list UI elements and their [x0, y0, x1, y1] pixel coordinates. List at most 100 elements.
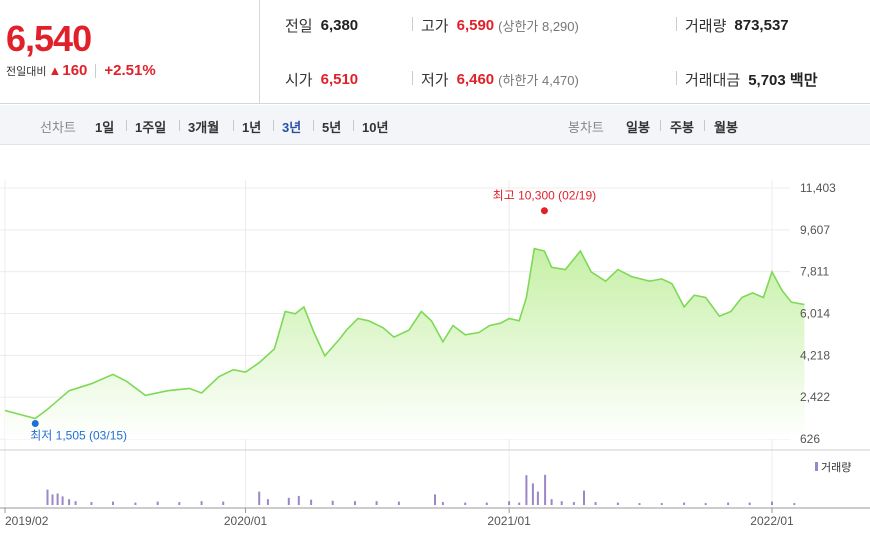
- volume-bar: [156, 501, 159, 505]
- period-1w[interactable]: 1주일: [135, 120, 167, 135]
- volume-bar: [594, 502, 597, 505]
- volume-bar: [56, 493, 59, 505]
- period-3y[interactable]: 3년: [282, 120, 302, 135]
- divider: [412, 17, 413, 31]
- y-tick-label: 11,403: [800, 181, 836, 195]
- divider: [353, 120, 354, 131]
- x-axis: 2019/02 2020/01 2021/01 2022/01: [4, 508, 794, 528]
- max-point: [540, 207, 548, 215]
- y-tick-label: 4,218: [800, 348, 830, 362]
- x-tick-label: 2019/02: [5, 514, 49, 528]
- volume-bar: [508, 501, 511, 505]
- volume-bar: [616, 502, 619, 505]
- y-tick-label: 9,607: [800, 223, 830, 237]
- max-annotation: 최고 10,300 (02/19): [493, 189, 596, 203]
- period-3m[interactable]: 3개월: [188, 120, 220, 135]
- period-10y[interactable]: 10년: [362, 120, 389, 135]
- price-change: 전일대비 ▲ 160 +2.51%: [6, 62, 156, 79]
- volume-bar: [531, 483, 534, 505]
- volume-bar: [297, 495, 300, 505]
- period-1d[interactable]: 1일: [95, 120, 115, 135]
- stat-value: 6,460: [456, 71, 495, 88]
- up-arrow-icon: ▲: [48, 63, 62, 78]
- volume-bar: [134, 502, 137, 505]
- volume-bar: [287, 497, 290, 505]
- volume-bar: [464, 502, 467, 505]
- y-tick-label: 2,422: [800, 390, 830, 404]
- stat-volume: 거래량 873,537: [685, 15, 789, 36]
- stat-value: 6,510: [320, 71, 359, 88]
- candle-monthly[interactable]: 월봉: [714, 120, 738, 135]
- y-tick-label: 626: [800, 432, 820, 446]
- volume-bar: [354, 501, 356, 505]
- volume-bar: [90, 502, 93, 505]
- volume-bar: [397, 501, 400, 505]
- volume-bar: [638, 503, 641, 505]
- stat-amount: 거래대금 5,703 백만: [685, 69, 818, 90]
- min-annotation: 최저 1,505 (03/15): [30, 429, 127, 443]
- volume-bar: [583, 490, 585, 505]
- volume-bar: [748, 502, 751, 505]
- stat-value: 6,590: [456, 17, 495, 34]
- volume-bar: [375, 501, 378, 505]
- change-label: 전일대비: [6, 65, 47, 78]
- volume-bar: [61, 496, 64, 505]
- volume-bar: [266, 499, 269, 505]
- stat-value: 873,537: [734, 17, 789, 34]
- lower-limit: (하한가 4,470): [498, 73, 579, 88]
- volume-bar: [550, 499, 553, 505]
- volume-bar: [704, 503, 707, 505]
- volume-bar: [112, 501, 114, 505]
- stat-high: 고가 6,590 (상한가 8,290): [421, 15, 579, 36]
- volume-bar: [441, 502, 444, 505]
- volume-bar: [222, 501, 225, 505]
- candle-chart-label: 봉차트: [568, 120, 604, 135]
- period-5y[interactable]: 5년: [322, 120, 342, 135]
- period-1y[interactable]: 1년: [242, 120, 262, 135]
- stat-value: 6,380: [320, 17, 359, 34]
- volume-bar: [727, 502, 730, 505]
- stat-label: 저가: [421, 72, 449, 89]
- volume-bar: [200, 501, 203, 505]
- price-chart: 11,403 9,607 7,811 6,014 4,218 2,422 626 최고 10…: [0, 180, 870, 528]
- extreme-markers: 최고 10,300 (02/19) 최저 1,505 (03/15): [30, 189, 596, 443]
- volume-bar: [310, 499, 313, 505]
- divider: [233, 120, 234, 131]
- volume-bar: [74, 501, 77, 505]
- volume-bar: [518, 502, 521, 505]
- x-tick-label: 2021/01: [487, 514, 531, 528]
- divider: [704, 120, 705, 131]
- stat-label: 거래량: [685, 18, 727, 35]
- stat-value: 5,703 백만: [748, 72, 818, 89]
- price-line: [4, 247, 805, 420]
- change-percent: +2.51%: [104, 62, 156, 79]
- volume-legend-swatch: [815, 462, 818, 471]
- divider: [95, 63, 97, 78]
- x-tick-label: 2022/01: [750, 514, 794, 528]
- volume-bar: [46, 489, 49, 505]
- line-chart-label: 선차트: [40, 120, 76, 135]
- upper-limit: (상한가 8,290): [498, 19, 579, 34]
- volume-bar: [683, 502, 686, 505]
- volume-bar: [525, 475, 528, 505]
- volume-bar: [68, 499, 71, 505]
- candle-daily[interactable]: 일봉: [626, 120, 650, 135]
- divider: [660, 120, 661, 131]
- stat-label: 고가: [421, 18, 449, 35]
- y-tick-label: 7,811: [800, 265, 829, 279]
- volume-legend: 거래량: [821, 461, 851, 474]
- stat-label: 전일: [285, 18, 313, 35]
- candle-weekly[interactable]: 주봉: [670, 120, 694, 135]
- min-point: [31, 420, 39, 428]
- volume-bar: [178, 502, 181, 505]
- volume-bar: [258, 491, 261, 505]
- divider: [676, 71, 677, 85]
- stat-open: 시가 6,510: [285, 69, 358, 90]
- divider: [412, 71, 413, 85]
- volume-bar: [793, 503, 796, 505]
- volume-bar: [544, 474, 547, 505]
- period-toolbar: 선차트 1일 1주일 3개월 1년 3년 5년 10년 봉차트 일봉 주봉 월봉: [0, 105, 870, 145]
- current-price: 6,540: [6, 18, 92, 59]
- price-box: 6,540 전일대비 ▲ 160 +2.51%: [0, 0, 260, 104]
- y-axis: 11,403 9,607 7,811 6,014 4,218 2,422 626: [800, 181, 836, 446]
